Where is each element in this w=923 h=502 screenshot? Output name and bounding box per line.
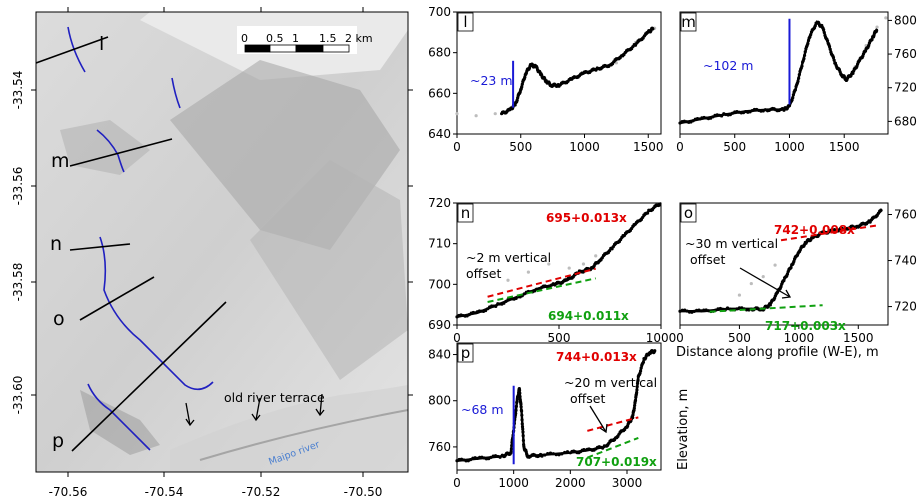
- ytick-label: 840: [428, 348, 451, 362]
- xtick-label: 1000: [774, 140, 805, 154]
- ytick-label: 720: [894, 300, 917, 314]
- xtick-label: 3000: [612, 476, 643, 490]
- xtick-label: 0: [453, 476, 461, 490]
- xtick-label: 1000: [784, 331, 815, 345]
- map-ytick-label: -33.54: [11, 71, 25, 110]
- scalebar-segment: [296, 45, 323, 52]
- profile-label: l: [99, 33, 104, 55]
- map-ytick-label: -33.56: [11, 167, 25, 206]
- profile-label: o: [53, 308, 65, 330]
- map-xtick-label: -70.54: [145, 485, 184, 499]
- ytick-label: 680: [428, 46, 451, 60]
- offset-annotation: ~2 m vertical: [466, 250, 551, 265]
- ytick-label: 680: [894, 114, 917, 128]
- gray-point: [750, 282, 753, 285]
- xtick-label: 0: [676, 331, 684, 345]
- fit-label: 744+0.013x: [556, 350, 637, 364]
- xtick-label: 2000: [555, 476, 586, 490]
- xtick-label: 500: [723, 140, 746, 154]
- scalebar-segment: [270, 45, 296, 52]
- map-xtick-label: -70.52: [242, 485, 281, 499]
- ytick-label: 710: [428, 237, 451, 251]
- offset-annotation: offset: [690, 252, 725, 267]
- panel-letter: m: [681, 13, 696, 31]
- panel-letter: o: [684, 204, 693, 222]
- ytick-label: 700: [428, 277, 451, 291]
- ytick-label: 800: [894, 13, 917, 27]
- offset-annotation: offset: [570, 391, 605, 406]
- fit-label: 717+0.003x: [765, 319, 846, 333]
- scalebar-label: 1.5: [319, 32, 337, 45]
- offset-label: ~23 m: [470, 73, 513, 88]
- xtick-label: 1000: [498, 476, 529, 490]
- gray-point: [762, 275, 765, 278]
- gray-point: [884, 16, 887, 19]
- terrace-label: old river terrace: [224, 390, 325, 405]
- scalebar-segment: [323, 45, 349, 52]
- map-xtick-label: -70.50: [344, 485, 383, 499]
- ytick-label: 720: [428, 196, 451, 210]
- panel-letter: p: [461, 344, 471, 362]
- fit-label: 707+0.019x: [576, 455, 657, 469]
- gray-point: [582, 262, 585, 265]
- gray-point: [527, 271, 530, 274]
- shared-xlabel: Distance along profile (W-E), m: [676, 345, 879, 360]
- ytick-label: 660: [428, 86, 451, 100]
- xtick-label: 1500: [829, 140, 860, 154]
- offset-annotation: ~20 m vertical: [564, 375, 657, 390]
- gray-point: [568, 266, 571, 269]
- panel-letter: n: [461, 204, 471, 222]
- profile-panel-m: 0 500 1000 1500 680 720 760 800 m: [676, 12, 917, 154]
- offset-annotation: offset: [466, 266, 501, 281]
- scalebar-label: 0: [241, 32, 248, 45]
- offset-annotation: ~30 m vertical: [685, 236, 778, 251]
- profile-panel-l: 0 500 1000 1500 640 660 680 700 l: [428, 5, 663, 154]
- gray-point: [455, 112, 458, 115]
- ytick-label: 760: [894, 208, 917, 222]
- ytick-label: 800: [428, 394, 451, 408]
- xtick-label: 0: [453, 140, 461, 154]
- gray-point: [773, 264, 776, 267]
- profile-label: p: [52, 430, 64, 452]
- offset-label: ~68 m: [461, 402, 504, 417]
- map-ytick-label: -33.58: [11, 263, 25, 302]
- fit-label: 694+0.011x: [548, 309, 629, 323]
- xtick-label: 1000: [569, 140, 600, 154]
- ytick-label: 740: [894, 254, 917, 268]
- gray-point: [506, 279, 509, 282]
- fit-label: 695+0.013x: [546, 211, 627, 225]
- xtick-label: 0: [676, 140, 684, 154]
- offset-label: ~102 m: [703, 58, 753, 73]
- gray-point: [475, 114, 478, 117]
- ytick-label: 700: [428, 5, 451, 19]
- ytick-label: 760: [894, 47, 917, 61]
- map-xtick-label: -70.56: [49, 485, 88, 499]
- scalebar: 0 0.5 1 1.5 2 km: [237, 26, 373, 54]
- gray-point: [738, 293, 741, 296]
- scalebar-label: 1: [292, 32, 299, 45]
- ytick-label: 640: [428, 127, 451, 141]
- map-panel: 0 0.5 1 1.5 2 kmlmnopold river terraceMaipo …: [11, 7, 413, 499]
- map-ytick-label: -33.60: [11, 376, 25, 415]
- xtick-label: 500: [509, 140, 532, 154]
- scalebar-label: 2 km: [345, 32, 373, 45]
- gray-point: [494, 112, 497, 115]
- ytick-label: 760: [428, 440, 451, 454]
- xtick-label: 500: [728, 331, 751, 345]
- gray-point: [594, 254, 597, 257]
- profile-label: m: [51, 150, 70, 172]
- fit-label: 742+0.008x: [774, 223, 855, 237]
- gray-point: [875, 26, 878, 29]
- shared-ylabel: Elevation, m: [676, 389, 691, 470]
- plot-frame: [680, 12, 888, 134]
- profile-label: n: [50, 233, 62, 255]
- ytick-label: 720: [894, 81, 917, 95]
- xtick-label: 1500: [633, 140, 664, 154]
- ytick-label: 690: [428, 318, 451, 332]
- scalebar-segment: [245, 45, 270, 52]
- scalebar-label: 0.5: [266, 32, 284, 45]
- panel-letter: l: [463, 13, 467, 31]
- xtick-label: 1500: [843, 331, 874, 345]
